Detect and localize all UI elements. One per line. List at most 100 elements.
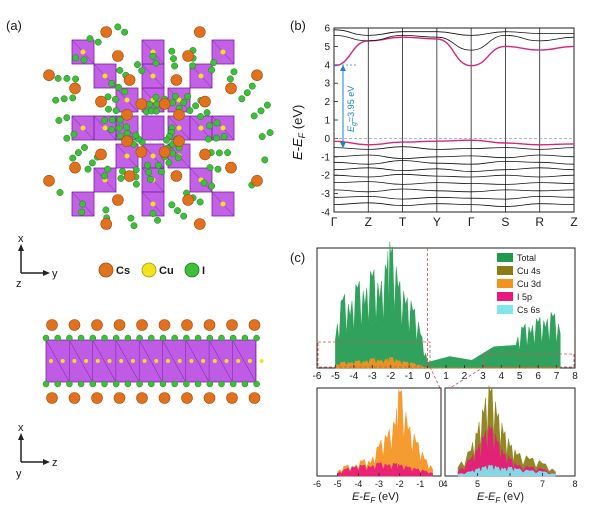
dos-xtick-label: -2: [386, 371, 395, 382]
dos-xtick-label: 3: [480, 371, 486, 382]
i-atom: [132, 166, 140, 174]
cs-atom: [121, 135, 133, 147]
i-atom: [170, 55, 177, 63]
cs-atom: [123, 170, 136, 182]
dos-xtick-label: 0: [425, 371, 431, 382]
band-ytick-label: 6: [324, 24, 330, 35]
pdos-conduction-chart: 4 5 6 7 8 E-EF (eV): [442, 385, 578, 505]
dos-xtick-label: 8: [572, 479, 577, 489]
i-atom: [112, 107, 120, 115]
dos-area: [457, 464, 556, 477]
i-atom: [248, 82, 256, 90]
i-atom: [86, 35, 94, 43]
dos-xtick-label: 6: [535, 371, 541, 382]
i-atom: [89, 380, 97, 388]
i-atom: [101, 334, 108, 342]
i-atom: [203, 109, 211, 117]
axis-label-x-top: x: [18, 233, 24, 245]
i-atom: [149, 210, 157, 217]
i-atom: [66, 380, 73, 388]
i-atom: [55, 117, 63, 124]
cs-atom: [113, 319, 126, 331]
cs-atom: [95, 95, 107, 108]
cu-atom: [220, 49, 226, 55]
cu-atom: [102, 73, 108, 79]
dos-xtick-label: 4: [499, 371, 505, 382]
i-atom: [162, 136, 170, 144]
band-ytick-label: 3: [324, 79, 330, 90]
cs-atom: [46, 319, 58, 331]
dos-legend-label: I 5p: [517, 292, 532, 302]
cu-atom: [150, 201, 156, 207]
i-atom: [253, 334, 260, 342]
i-atom: [114, 23, 122, 31]
i-atom: [136, 380, 143, 388]
cs-atom: [170, 170, 183, 182]
i-atom: [88, 159, 96, 167]
crystal-structure-top-view: [43, 23, 274, 230]
dos-area: [335, 241, 561, 369]
i-atom: [54, 74, 62, 82]
i-atom: [218, 380, 225, 388]
axis-label-x-bottom: x: [18, 422, 24, 434]
cu-atom: [60, 359, 65, 363]
band-ytick-label: 2: [324, 97, 330, 108]
i-atom: [241, 334, 249, 342]
i-atom: [89, 334, 97, 342]
cs-atom: [69, 161, 81, 174]
i-atom: [69, 154, 77, 162]
i-atom: [208, 182, 216, 190]
i-atom: [149, 52, 157, 60]
band-line: [333, 181, 575, 185]
i-atom: [112, 334, 120, 342]
cs-atom: [173, 109, 185, 121]
dos-xtick-label: 4: [442, 479, 447, 489]
i-atom: [116, 132, 124, 140]
i-atom: [66, 334, 73, 342]
band-line: [333, 160, 575, 165]
i-atom: [63, 74, 71, 82]
band-line: [333, 34, 575, 51]
cs-atom: [100, 26, 112, 38]
axis-label-y-top: y: [52, 268, 58, 280]
dos-legend-swatch: [497, 279, 513, 288]
i-atom: [69, 94, 77, 102]
cs-atom: [91, 319, 103, 331]
dos-legend-swatch: [497, 292, 513, 301]
cs-atom: [91, 392, 103, 404]
cs-atom: [112, 50, 124, 62]
band-ytick-label: 1: [324, 116, 330, 127]
cs-atom: [123, 74, 136, 86]
polyhedron-edge: [45, 339, 70, 383]
i-atom: [261, 156, 269, 164]
kpoint-label: Z: [570, 215, 577, 229]
dos-area: [335, 356, 561, 369]
cu-atom: [212, 359, 217, 363]
cu-atom: [166, 359, 170, 363]
dos-legend-label: Cu 3d: [517, 279, 541, 289]
i-atom: [134, 61, 141, 69]
i-atom: [60, 95, 68, 103]
dos-xtick-label: 8: [572, 371, 578, 382]
dos-xtick-label: -3: [368, 371, 377, 382]
cs-atom: [158, 146, 171, 158]
band-ytick-label: -4: [321, 208, 330, 219]
cu-atom: [119, 359, 124, 363]
cu-atom: [220, 125, 226, 131]
band-line: [333, 188, 575, 193]
cs-atom: [248, 392, 261, 404]
polyhedron-edge: [69, 339, 93, 383]
cs-atom: [199, 95, 211, 108]
band-structure-chart: -4 -3 -2 -1 0 1 2 3 4 5 6 Γ Z T Y Γ S R Z Eg=3.95 eV E-EF…: [290, 24, 578, 230]
i-atom: [206, 164, 214, 172]
i-atom: [127, 214, 135, 222]
i-atom: [159, 380, 167, 388]
cs-atom: [226, 319, 238, 331]
legend-label-cs: Cs: [116, 265, 130, 277]
cs-atom: [112, 194, 124, 206]
legend-swatch-cu: [141, 262, 157, 278]
i-atom: [171, 92, 179, 100]
pdos-valence-chart: -6 -5 -4 -3 -2 -1 0 E-EF (eV): [313, 387, 444, 505]
i-atom: [94, 38, 102, 46]
cs-atom: [225, 82, 237, 95]
